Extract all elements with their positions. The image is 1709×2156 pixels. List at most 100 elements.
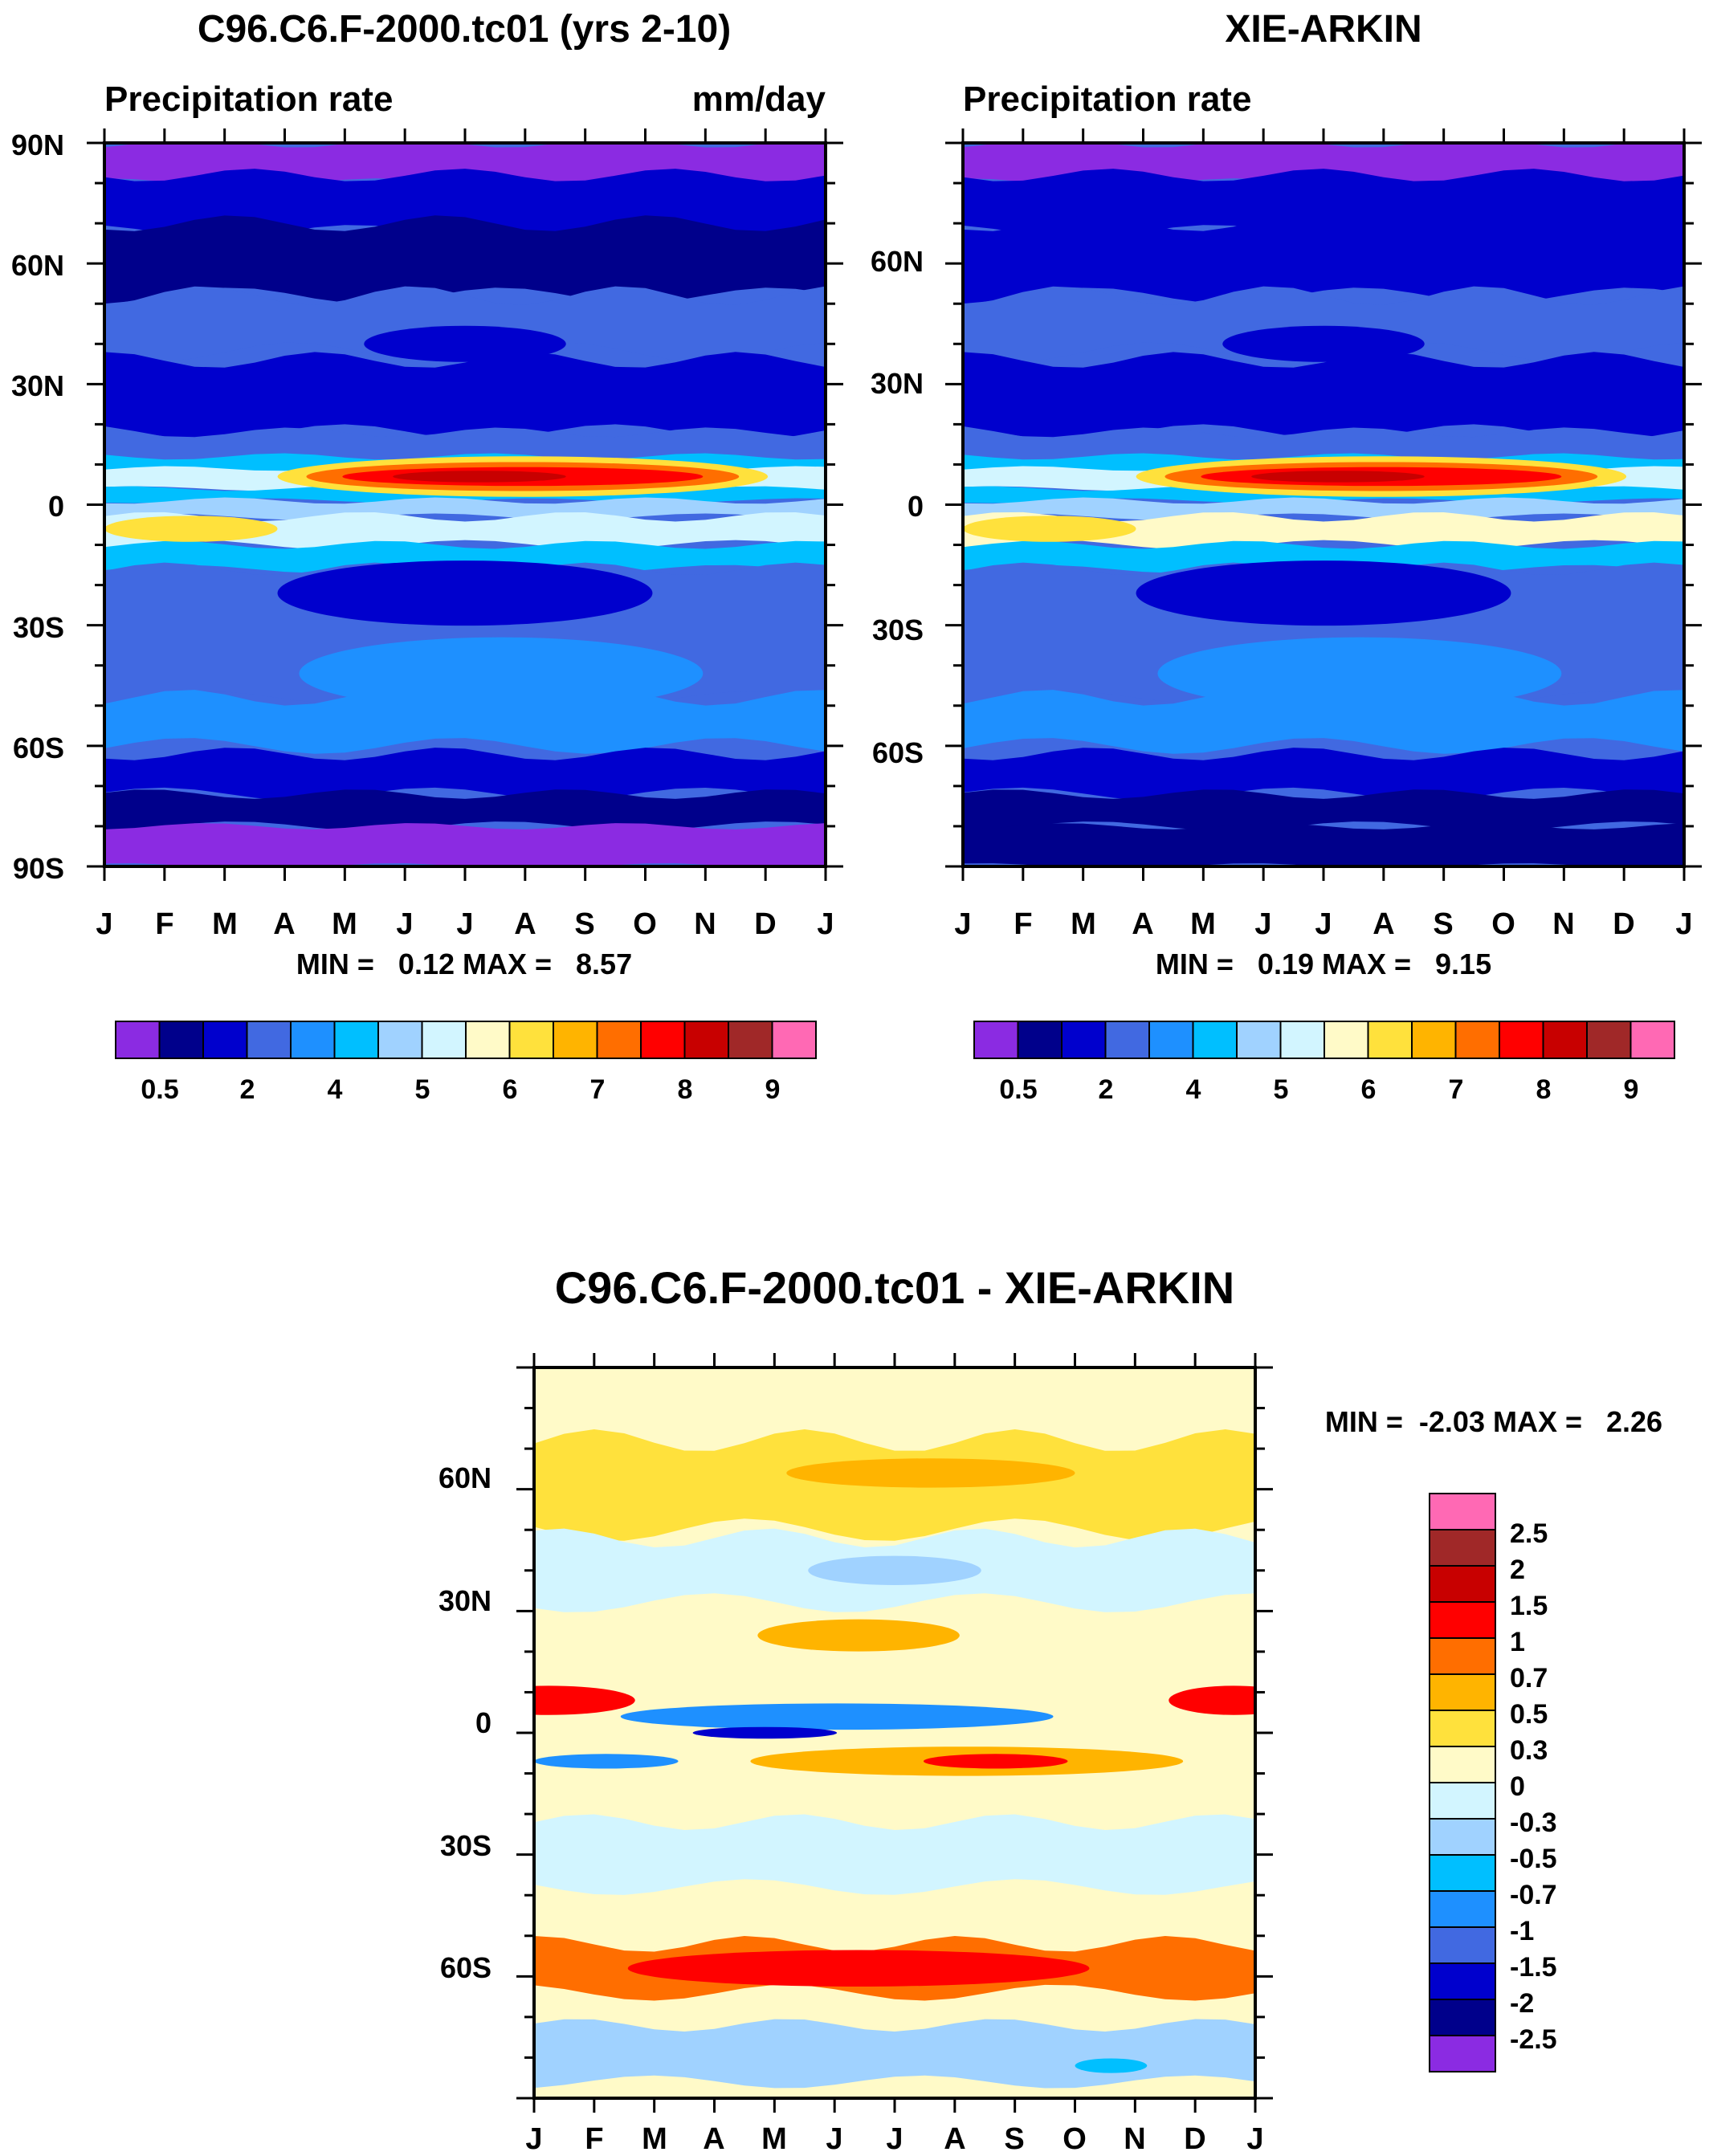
sh-wet-patch [299,637,704,710]
antarctic-dry [104,823,826,866]
colorbar-swatch [115,1021,161,1059]
left-label: Precipitation rate [963,79,1251,119]
colorbar-swatch [1324,1021,1369,1059]
y-tick-label: 60S [440,1951,491,1984]
sh-itcz-core [923,1754,1068,1769]
nh-dry-core [808,1555,981,1585]
min-max-stats: MIN = 0.12 MAX = 8.57 [296,948,632,980]
colorbar-swatch [1429,1637,1496,1675]
sh-storm-track [963,690,1684,754]
colorbar-label: -0.5 [1510,1844,1557,1874]
sh-wet-patch [1157,637,1562,710]
colorbar-label: 6 [503,1074,518,1105]
colorbar-swatch [1586,1021,1632,1059]
colorbar-label: 1 [1510,1627,1525,1657]
y-tick-label: 0 [48,490,64,523]
subtropic-band [104,352,826,440]
colorbar-swatch [508,1021,554,1059]
x-tick-label: M [642,2122,667,2156]
y-tick-label: 30N [11,369,64,402]
midlat-band [963,286,1684,362]
y-tick-label: 30S [13,611,64,644]
x-tick-label: A [944,2122,965,2156]
colorbar-swatch [1017,1021,1063,1059]
plot-frame [532,1366,1257,2100]
colorbar-label: 8 [678,1074,693,1105]
y-tick-label: 60S [13,732,64,764]
itcz-dry-core [692,1726,838,1739]
panel-title: C96.C6.F-2000.tc01 - XIE-ARKIN [555,1262,1235,1313]
colorbar-swatch [1367,1021,1413,1059]
x-tick-label: J [817,907,834,941]
colorbar-label: 8 [1536,1074,1552,1105]
colorbar-swatch [596,1021,642,1059]
itcz-core [393,471,566,483]
colorbar-swatch [1148,1021,1194,1059]
colorbar-label: 0.5 [1510,1699,1548,1730]
colorbar-swatch [202,1021,248,1059]
sh-dry-core [277,560,653,626]
colorbar-swatch [1429,1493,1496,1530]
colorbar [115,1021,817,1059]
x-tick-label: N [694,907,716,941]
colorbar-label: 4 [1186,1074,1201,1105]
y-tick-label: 30N [438,1584,491,1617]
colorbar-label: 2.5 [1510,1518,1548,1549]
colorbar-swatch [1429,1673,1496,1711]
colorbar-label: -0.7 [1510,1880,1557,1910]
storm-track-band [963,215,1684,304]
colorbar-label: -0.3 [1510,1808,1557,1838]
sh-itcz-band [104,497,826,520]
x-tick-label: J [96,907,112,941]
x-tick-label: M [1071,907,1096,941]
y-tick-label: 60N [438,1461,491,1494]
contour-field [963,143,1684,866]
x-tick-label: A [1373,907,1394,941]
colorbar-swatch [1429,1854,1496,1892]
y-tick-label: 0 [475,1706,491,1739]
contour-field [534,1367,1255,2098]
colorbar-swatch [246,1021,292,1059]
x-tick-label: F [585,2122,603,2156]
colorbar-label: -1.5 [1510,1952,1557,1983]
x-tick-label: O [633,907,657,941]
x-tick-label: D [754,907,776,941]
colorbar-label: 0 [1510,1771,1525,1802]
panel-model: C96.C6.F-2000.tc01 (yrs 2-10) Precipitat… [11,8,843,1105]
panel-difference: C96.C6.F-2000.tc01 - XIE-ARKIN 60N 30N 0… [438,1262,1662,2156]
plot-frame [961,141,1686,868]
colorbar-label: 4 [328,1074,343,1105]
colorbar-label: -2 [1510,1988,1534,2019]
x-tick-label: S [1433,907,1453,941]
x-tick-label: D [1613,907,1634,941]
panel-title: XIE-ARKIN [1225,8,1421,51]
x-tick-label: J [886,2122,903,2156]
colorbar-swatch [1279,1021,1325,1059]
y-tick-label: 90N [11,128,64,161]
sh-storm-track [104,690,826,754]
colorbar-swatch [158,1021,204,1059]
x-tick-label: S [1004,2122,1024,2156]
x-tick-label: J [1254,907,1271,941]
y-tick-label: 0 [908,490,924,523]
colorbar-label: 2 [1510,1555,1525,1585]
colorbar-swatch [683,1021,729,1059]
colorbar-swatch [728,1021,773,1059]
storm-track-band [104,215,826,304]
colorbar-swatch [1499,1021,1544,1059]
colorbar-label: -2.5 [1510,2024,1557,2055]
colorbar-swatch [1429,1926,1496,1964]
nh-subtropic-wet [757,1619,960,1652]
sh-convergence [104,516,278,542]
antarctic-edge [963,789,1684,831]
colorbar-swatch [1429,1818,1496,1856]
sh-wet-core [627,1950,1090,1987]
panel-title: C96.C6.F-2000.tc01 (yrs 2-10) [198,8,731,51]
colorbar-label: 6 [1361,1074,1377,1105]
x-tick-label: D [1184,2122,1205,2156]
colorbar-swatch [333,1021,379,1059]
colorbar-swatch [1104,1021,1150,1059]
x-tick-label: J [1675,907,1692,941]
colorbar-swatch [1429,1746,1496,1783]
colorbar-swatch [1429,1601,1496,1639]
